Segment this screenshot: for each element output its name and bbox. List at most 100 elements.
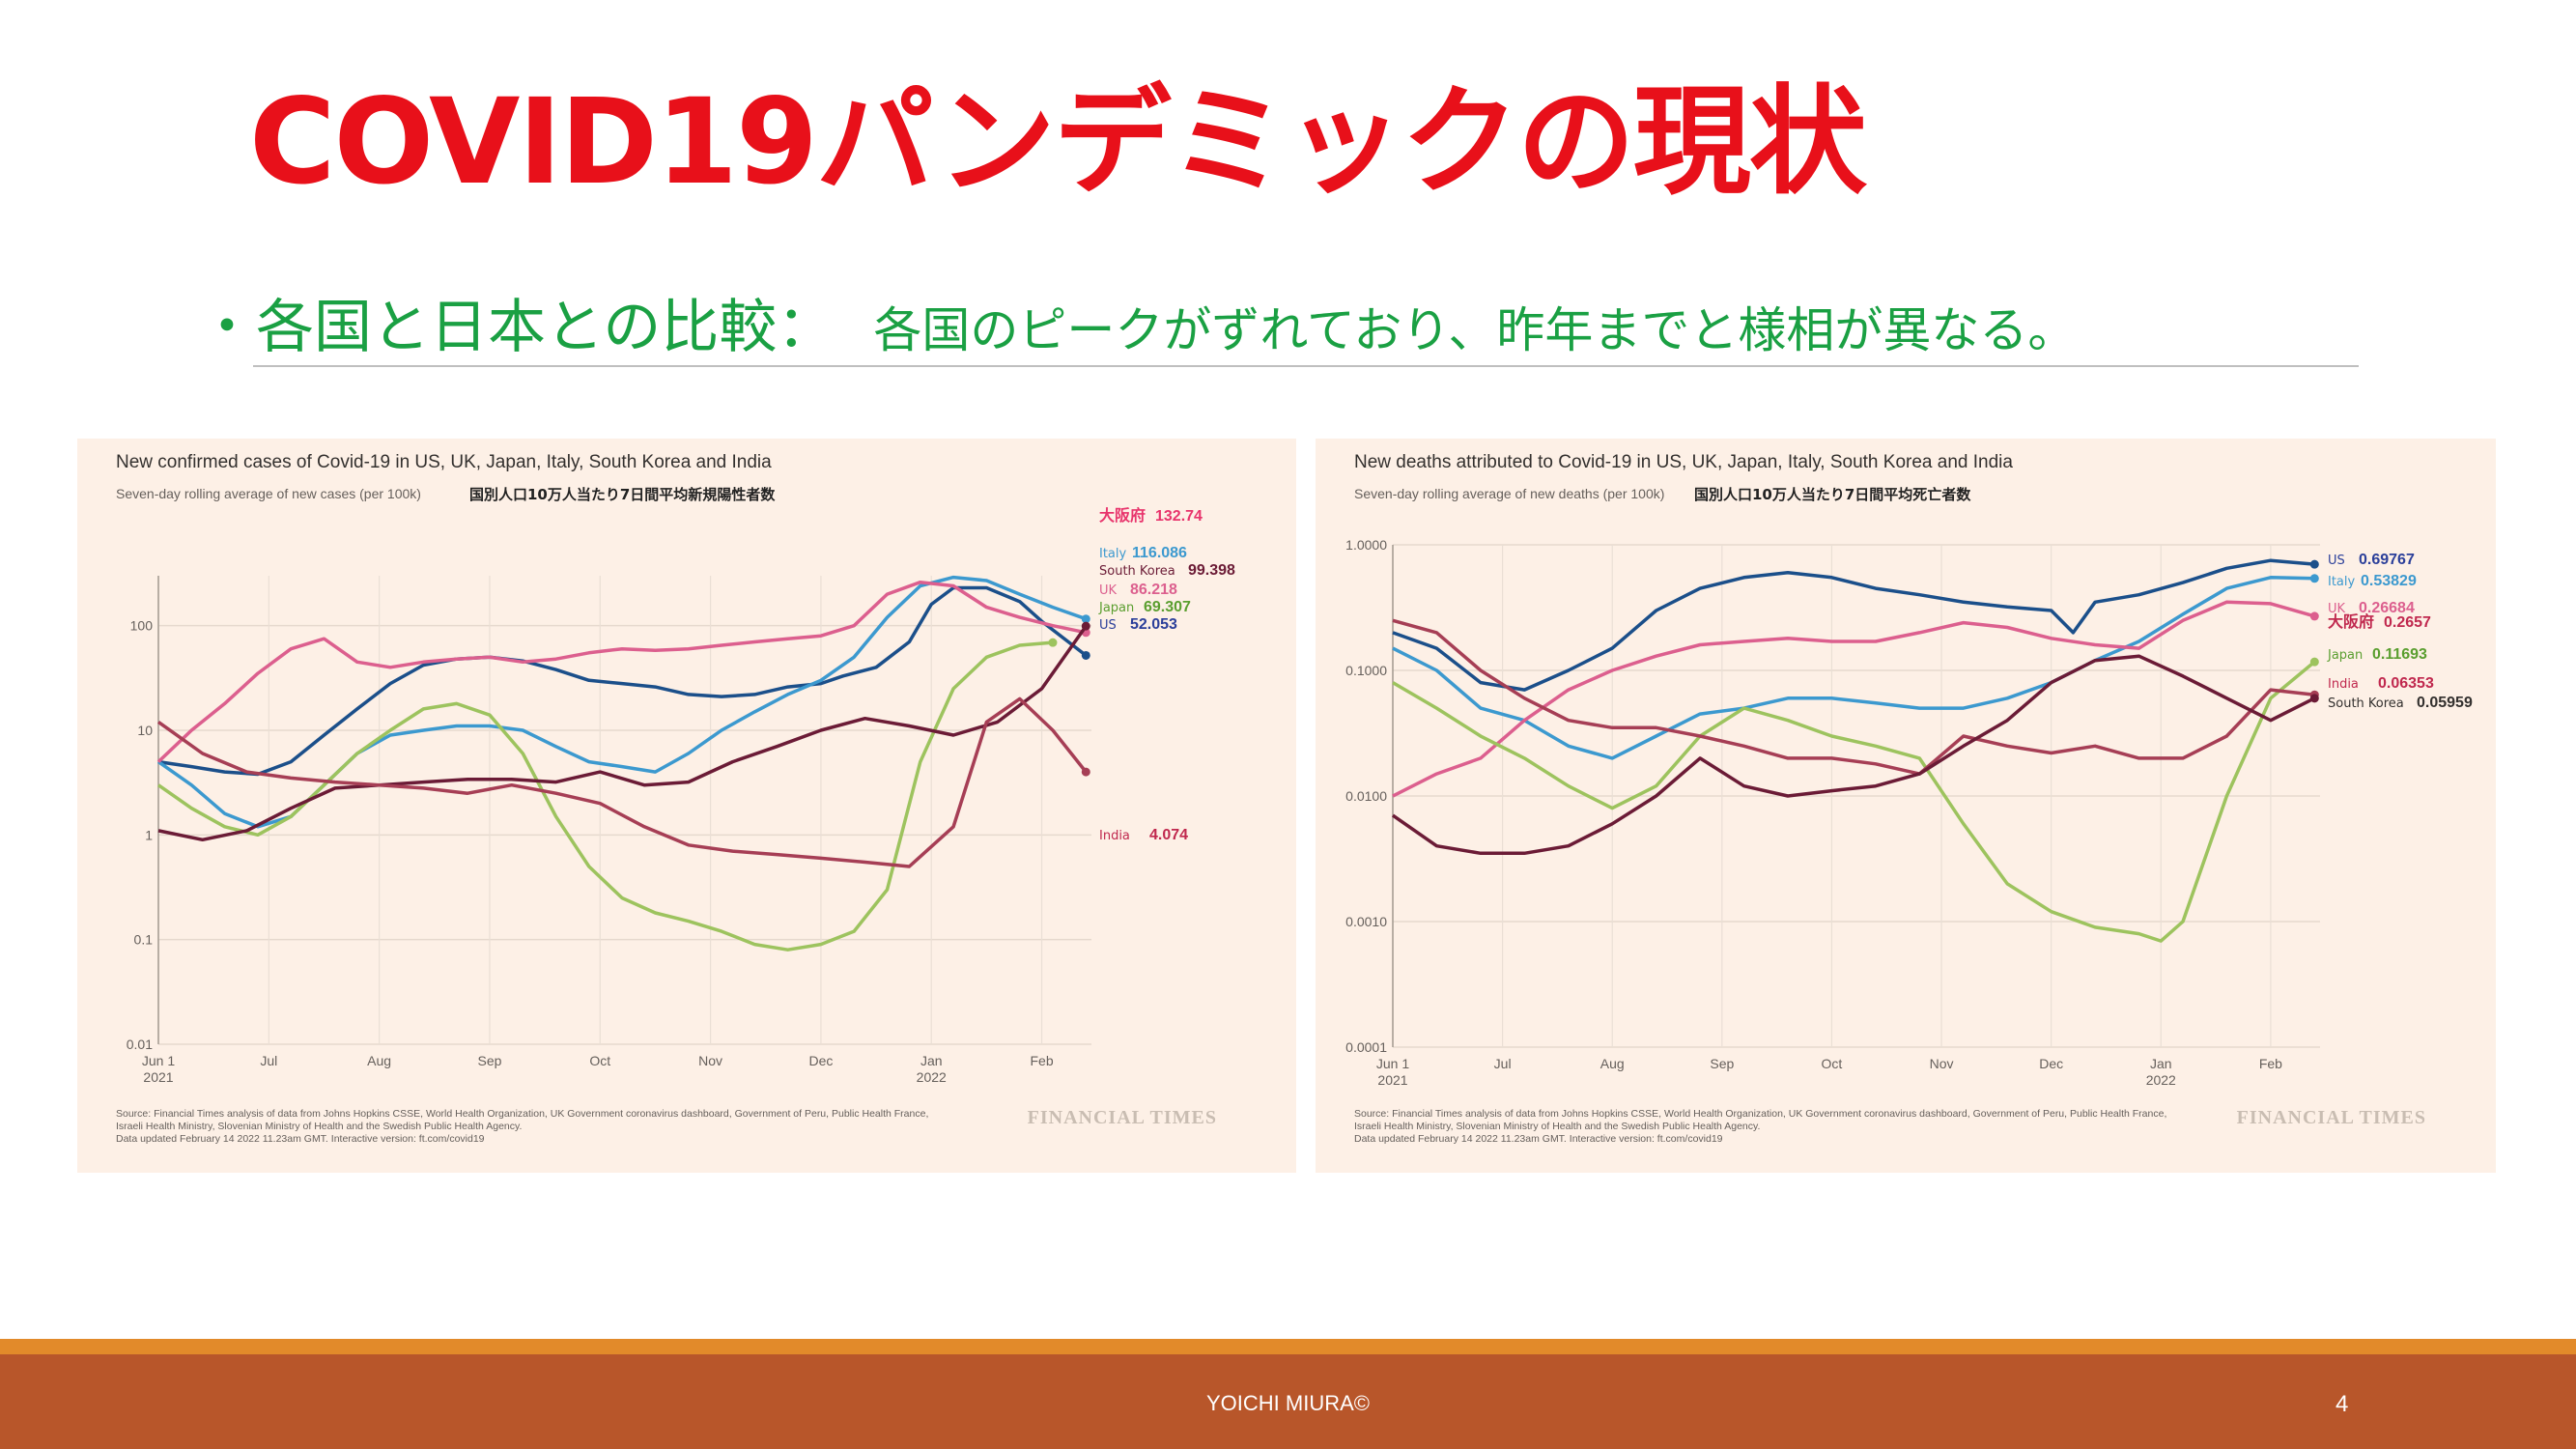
series-line-south-korea [1392,654,2316,856]
end-label-name: South Korea [1099,564,1175,579]
series-end-marker [1081,621,1090,631]
x-tick-label: Jul [1494,1056,1512,1071]
series-end-marker [2309,559,2319,569]
subtitle-lead: ・各国と日本との比較： [198,294,835,361]
end-label-value: 0.05959 [2417,695,2473,711]
source-note: Data updated February 14 2022 11.23am GM… [116,1133,485,1145]
end-label-name: Japan [2327,648,2363,663]
end-label-value: 116.086 [1132,545,1187,561]
x-tick-label: Oct [589,1053,610,1068]
y-tick-label: 10 [137,723,153,738]
series-line-india [156,696,1088,868]
source-note: Source: Financial Times analysis of data… [116,1108,928,1120]
cases-chart-panel: New confirmed cases of Covid-19 in US, U… [77,439,1296,1173]
x-tick-label: Sep [1710,1056,1734,1071]
chart-title: New deaths attributed to Covid-19 in US,… [1354,452,2013,472]
cases-chart: New confirmed cases of Covid-19 in US, U… [116,452,1235,1145]
x-tick-label: Jul [260,1053,277,1068]
x-tick-label: Nov [698,1053,722,1068]
x-tick-label: Sep [477,1053,501,1068]
x-tick-label: 2022 [2146,1072,2176,1088]
y-tick-label: 0.0001 [1345,1039,1387,1055]
x-tick-label: Oct [1822,1056,1843,1071]
x-tick-label: 2022 [917,1069,947,1085]
series-end-marker [1081,767,1090,777]
end-label-name: South Korea [2328,696,2404,711]
slide-footer: YOICHI MIURA© 4 [0,1354,2576,1449]
slide-title: COVID19パンデミックの現状 [249,73,1867,211]
end-label-value: 0.06353 [2378,675,2434,692]
slide-subtitle: ・各国と日本との比較： 各国のピークがずれており、昨年までと様相が異なる。 [198,280,2076,364]
series-end-marker [2309,574,2319,583]
end-label-name: Italy [1099,547,1127,561]
end-label-name: US [2328,554,2345,568]
page-number: 4 [2335,1391,2349,1417]
source-note: Israeli Health Ministry, Slovenian Minis… [116,1121,522,1132]
end-label-name: UK [2328,602,2346,616]
y-tick-label: 100 [130,618,154,634]
footer-accent-band [0,1339,2576,1354]
end-label-value: 0.2657 [2384,614,2431,631]
x-tick-label: Dec [808,1053,833,1068]
series-end-marker [1048,638,1058,647]
end-label-value: 0.11693 [2372,646,2427,663]
series-line-japan [1392,660,2316,943]
x-tick-label: Nov [1930,1056,1954,1071]
footer-author: YOICHI MIURA© [1206,1391,1370,1415]
series-line-uk [156,580,1087,763]
ft-brand: FINANCIAL TIMES [2237,1107,2426,1128]
series-line-india [1392,618,2315,776]
series-line-south-korea [157,625,1088,842]
series-line-us [1392,558,2315,692]
end-label-name: India [2328,677,2359,692]
end-label-value: 52.053 [1130,616,1177,633]
y-tick-label: 1.0000 [1345,537,1387,553]
series-end-marker [2309,657,2319,667]
y-tick-label: 0.1000 [1345,663,1387,678]
x-tick-label: Jan [2150,1056,2172,1071]
end-label-name: 大阪府 [2328,612,2374,631]
subtitle-description: 各国のピークがずれており、昨年までと様相が異なる。 [873,302,2077,358]
x-tick-label: Feb [2259,1056,2282,1071]
x-tick-label: Aug [367,1053,391,1068]
end-label-name: UK [1099,583,1118,598]
end-label-name: Japan [1098,601,1134,615]
end-label-value: 4.074 [1149,827,1188,843]
end-label-value: 0.69767 [2359,552,2415,568]
end-label-value: 0.53829 [2361,573,2417,589]
end-label-value: 132.74 [1155,508,1203,525]
deaths-chart-panel: New deaths attributed to Covid-19 in US,… [1316,439,2496,1173]
y-tick-label: 0.01 [127,1037,153,1052]
series-end-marker [2309,694,2319,703]
end-label-name: 大阪府 [1099,506,1146,525]
chart-subtitle: Seven-day rolling average of new deaths … [1354,486,1664,501]
chart-title: New confirmed cases of Covid-19 in US, U… [116,452,772,472]
end-label-name: US [1099,618,1117,633]
source-note: Source: Financial Times analysis of data… [1354,1108,2166,1120]
source-note: Israeli Health Ministry, Slovenian Minis… [1354,1121,1760,1132]
x-tick-label: 2021 [1377,1072,1407,1088]
subtitle-divider [253,365,2359,367]
series-end-marker [2309,611,2319,621]
x-tick-label: Jun 1 [1376,1056,1409,1071]
end-label-name: Italy [2328,575,2356,589]
series-line-italy [1392,576,2315,760]
end-label-name: India [1099,829,1130,843]
y-tick-label: 1 [145,827,153,842]
y-tick-label: 0.1 [134,932,154,948]
series-line-japan [156,640,1054,952]
x-tick-label: Jun 1 [142,1053,175,1068]
chart-japanese-note: 国別人口10万人当たり7日間平均新規陽性者数 [469,486,776,503]
end-label-value: 0.26684 [2359,600,2415,616]
x-tick-label: Dec [2039,1056,2063,1071]
x-tick-label: 2021 [143,1069,173,1085]
x-tick-label: Aug [1600,1056,1625,1071]
end-label-value: 99.398 [1188,562,1235,579]
y-tick-label: 0.0010 [1345,914,1387,929]
chart-subtitle: Seven-day rolling average of new cases (… [116,486,421,501]
series-line-uk [1392,600,2315,798]
end-label-value: 86.218 [1130,582,1177,598]
x-tick-label: Feb [1030,1053,1053,1068]
series-end-marker [1081,614,1090,624]
end-label-value: 69.307 [1144,599,1191,615]
